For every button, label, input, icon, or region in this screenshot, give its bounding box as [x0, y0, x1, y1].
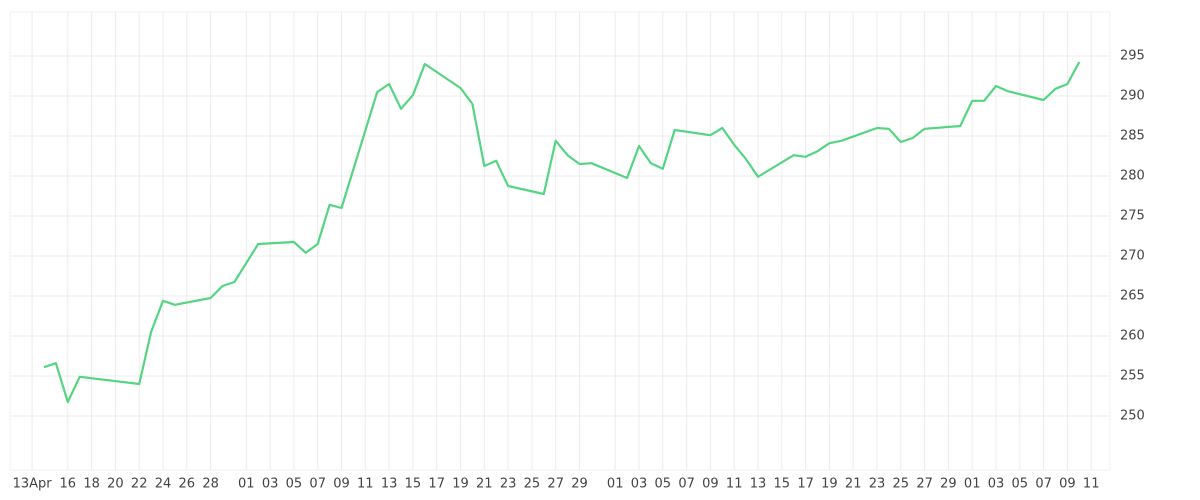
x-tick-label: 13Apr — [13, 477, 53, 492]
x-tick-label: 01 — [607, 477, 624, 492]
x-tick-label: 07 — [1035, 477, 1052, 492]
y-tick-label: 290 — [1120, 89, 1145, 104]
x-tick-label: 25 — [893, 477, 910, 492]
y-tick-label: 275 — [1120, 209, 1145, 224]
x-tick-label: 21 — [476, 477, 493, 492]
y-tick-label: 250 — [1120, 409, 1145, 424]
x-tick-label: 15 — [405, 477, 422, 492]
x-tick-label: 01 — [238, 477, 255, 492]
x-tick-label: 05 — [655, 477, 672, 492]
y-tick-label: 255 — [1120, 369, 1145, 384]
x-tick-label: 17 — [797, 477, 814, 492]
x-tick-label: 09 — [333, 477, 350, 492]
x-tick-label: 27 — [916, 477, 933, 492]
x-tick-label: 05 — [1012, 477, 1029, 492]
x-tick-label: 23 — [869, 477, 886, 492]
plot-area — [9, 11, 1111, 471]
x-tick-label: 26 — [179, 477, 196, 492]
x-tick-label: 09 — [702, 477, 719, 492]
x-tick-label: 11 — [726, 477, 743, 492]
x-tick-label: 07 — [309, 477, 326, 492]
x-tick-label: 24 — [155, 477, 172, 492]
x-tick-label: 03 — [988, 477, 1005, 492]
x-tick-label: 23 — [500, 477, 517, 492]
y-tick-label: 260 — [1120, 329, 1145, 344]
y-tick-label: 270 — [1120, 249, 1145, 264]
x-tick-label: 29 — [940, 477, 957, 492]
x-tick-label: 13 — [381, 477, 398, 492]
x-tick-label: 11 — [1083, 477, 1100, 492]
y-tick-label: 265 — [1120, 289, 1145, 304]
y-tick-label: 280 — [1120, 169, 1145, 184]
y-tick-label: 295 — [1120, 49, 1145, 64]
x-tick-label: 21 — [845, 477, 862, 492]
x-tick-label: 05 — [286, 477, 303, 492]
x-tick-label: 16 — [60, 477, 77, 492]
y-tick-label: 285 — [1120, 129, 1145, 144]
x-tick-label: 25 — [524, 477, 541, 492]
x-tick-label: 15 — [774, 477, 791, 492]
x-tick-label: 07 — [678, 477, 695, 492]
x-tick-label: 29 — [571, 477, 588, 492]
x-tick-label: 22 — [131, 477, 148, 492]
x-tick-label: 20 — [107, 477, 124, 492]
x-tick-label: 28 — [202, 477, 219, 492]
x-tick-label: 19 — [452, 477, 469, 492]
x-tick-label: 09 — [1059, 477, 1076, 492]
x-tick-label: 03 — [631, 477, 648, 492]
x-tick-label: 11 — [357, 477, 374, 492]
line-series — [43, 61, 1081, 404]
x-tick-label: 18 — [83, 477, 100, 492]
x-tick-label: 17 — [428, 477, 445, 492]
x-tick-label: 19 — [821, 477, 838, 492]
x-tick-label: 13 — [750, 477, 767, 492]
x-tick-label: 03 — [262, 477, 279, 492]
x-tick-label: 27 — [547, 477, 564, 492]
x-tick-label: 01 — [964, 477, 981, 492]
